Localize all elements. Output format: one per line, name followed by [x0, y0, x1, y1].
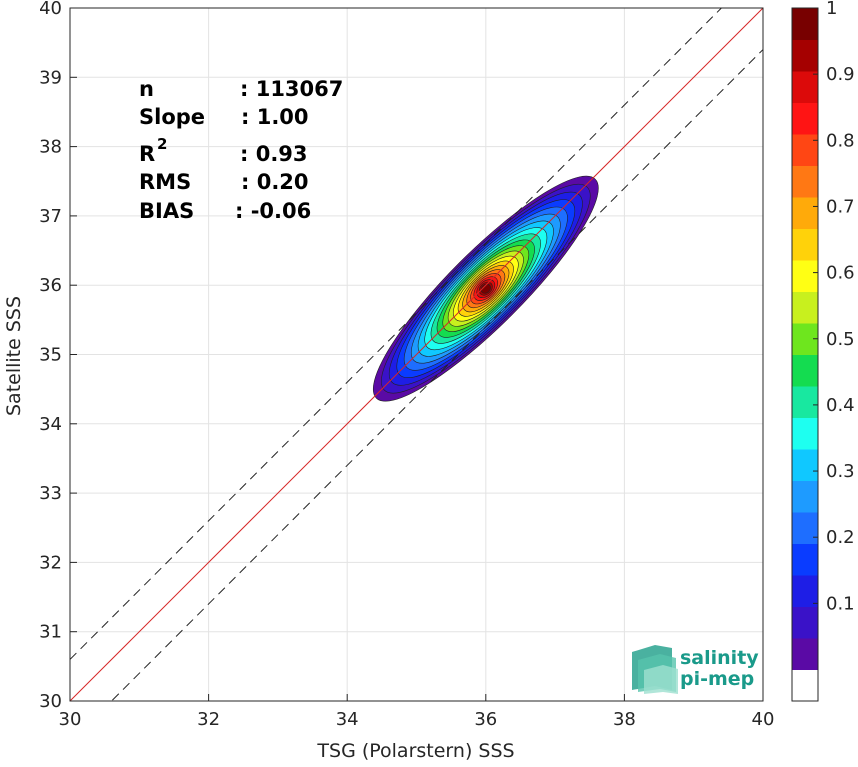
- logo-line1: salinity: [680, 647, 759, 669]
- x-tick-label: 36: [474, 709, 497, 730]
- x-tick-label: 34: [336, 709, 359, 730]
- y-tick-label: 31: [39, 622, 62, 643]
- colorbar-tick-label: 0.3: [826, 461, 855, 482]
- colorbar-segment: [792, 134, 818, 166]
- stats-box: n : 113067 Slope : 1.00 R 2 : 0.93 RMS :…: [139, 77, 343, 223]
- colorbar-segment: [792, 354, 818, 387]
- x-axis-title: TSG (Polarstern) SSS: [316, 740, 514, 762]
- y-tick-label: 38: [39, 137, 62, 158]
- stat-slope-label: Slope: [139, 105, 205, 129]
- stat-rms-label: RMS: [139, 170, 191, 194]
- lower-bound-line: [110, 49, 763, 701]
- logo-wave-icon: [632, 645, 678, 694]
- y-tick-label: 39: [39, 67, 62, 88]
- stat-r2-value: : 0.93: [240, 142, 308, 166]
- colorbar-segment: [792, 638, 818, 670]
- stat-n-label: n: [139, 77, 154, 101]
- stat-n-value: : 113067: [240, 77, 343, 101]
- colorbar-segment: [792, 449, 818, 481]
- colorbar-segment: [792, 512, 818, 544]
- y-axis-title: Satellite SSS: [3, 296, 25, 416]
- colorbar: 0.1 0.2 0.3 0.4 0.5 0.6 0.7 0.8 0.9 1: [791, 0, 855, 702]
- identity-line: [70, 8, 763, 701]
- axis-ticks: 30 32 34 36 38 40 30 31 32 33 34 35 36 37 38 39 40: [39, 0, 774, 730]
- colorbar-segment: [792, 102, 818, 135]
- colorbar-segment: [792, 165, 818, 198]
- y-tick-label: 36: [39, 275, 62, 296]
- colorbar-tick-label: 0.6: [826, 263, 855, 284]
- colorbar-tick-label: 0.9: [826, 64, 855, 85]
- stat-bias-label: BIAS: [139, 199, 194, 223]
- stat-rms-value: : 0.20: [241, 170, 309, 194]
- colorbar-segment: [792, 386, 818, 418]
- colorbar-tick-label: 1: [826, 0, 837, 19]
- y-tick-label: 30: [39, 691, 62, 712]
- logo-line2: pi-mep: [680, 668, 754, 690]
- colorbar-segment: [792, 543, 818, 576]
- y-tick-label: 35: [39, 345, 62, 366]
- x-tick-label: 32: [197, 709, 220, 730]
- colorbar-segment: [792, 291, 818, 324]
- colorbar-tick-label: 0.2: [826, 527, 855, 548]
- colorbar-tick-label: 0.8: [826, 130, 855, 151]
- upper-bound-line: [70, 8, 723, 660]
- colorbar-tick-label: 0.1: [826, 593, 855, 614]
- salinity-pimep-logo: salinity pi-mep: [632, 645, 759, 694]
- reference-lines: [70, 8, 763, 701]
- stat-bias-value: : -0.06: [235, 199, 311, 223]
- colorbar-segment: [792, 71, 818, 103]
- y-tick-label: 37: [39, 206, 62, 227]
- colorbar-frame: [791, 7, 819, 702]
- x-tick-label: 38: [613, 709, 636, 730]
- y-tick-label: 34: [39, 414, 62, 435]
- density-contours: [372, 175, 599, 402]
- y-tick-label: 33: [39, 483, 62, 504]
- colorbar-segment: [792, 575, 818, 607]
- stat-r2-superscript: 2: [157, 135, 167, 153]
- colorbar-segment: [792, 197, 818, 229]
- colorbar-tick-label: 0.4: [826, 395, 855, 416]
- colorbar-segment: [792, 417, 818, 450]
- x-tick-label: 40: [752, 709, 775, 730]
- stat-r2-label: R: [139, 142, 155, 166]
- y-tick-label: 32: [39, 552, 62, 573]
- colorbar-segment: [792, 39, 818, 72]
- colorbar-tick-label: 0.7: [826, 196, 855, 217]
- colorbar-segment: [792, 669, 818, 702]
- colorbar-segment: [792, 480, 818, 513]
- y-tick-label: 40: [39, 0, 62, 19]
- colorbar-segment: [792, 8, 818, 40]
- density-contour-21: [480, 283, 491, 294]
- stat-slope-value: : 1.00: [241, 105, 309, 129]
- colorbar-segment: [792, 228, 818, 261]
- colorbar-segment: [792, 606, 818, 639]
- x-tick-label: 30: [59, 709, 82, 730]
- colorbar-segment: [792, 260, 818, 292]
- colorbar-tick-label: 0.5: [826, 329, 855, 350]
